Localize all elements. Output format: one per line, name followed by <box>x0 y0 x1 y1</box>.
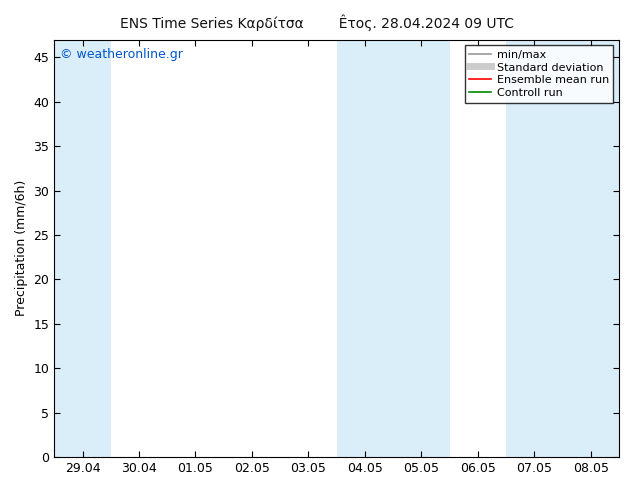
Y-axis label: Precipitation (mm/6h): Precipitation (mm/6h) <box>15 180 28 317</box>
Bar <box>506 40 619 457</box>
Bar <box>55 40 111 457</box>
Text: ENS Time Series Καρδίτσα        Êτος. 28.04.2024 09 UTC: ENS Time Series Καρδίτσα Êτος. 28.04.202… <box>120 15 514 31</box>
Text: © weatheronline.gr: © weatheronline.gr <box>60 48 183 61</box>
Legend: min/max, Standard deviation, Ensemble mean run, Controll run: min/max, Standard deviation, Ensemble me… <box>465 45 614 103</box>
Bar <box>337 40 450 457</box>
